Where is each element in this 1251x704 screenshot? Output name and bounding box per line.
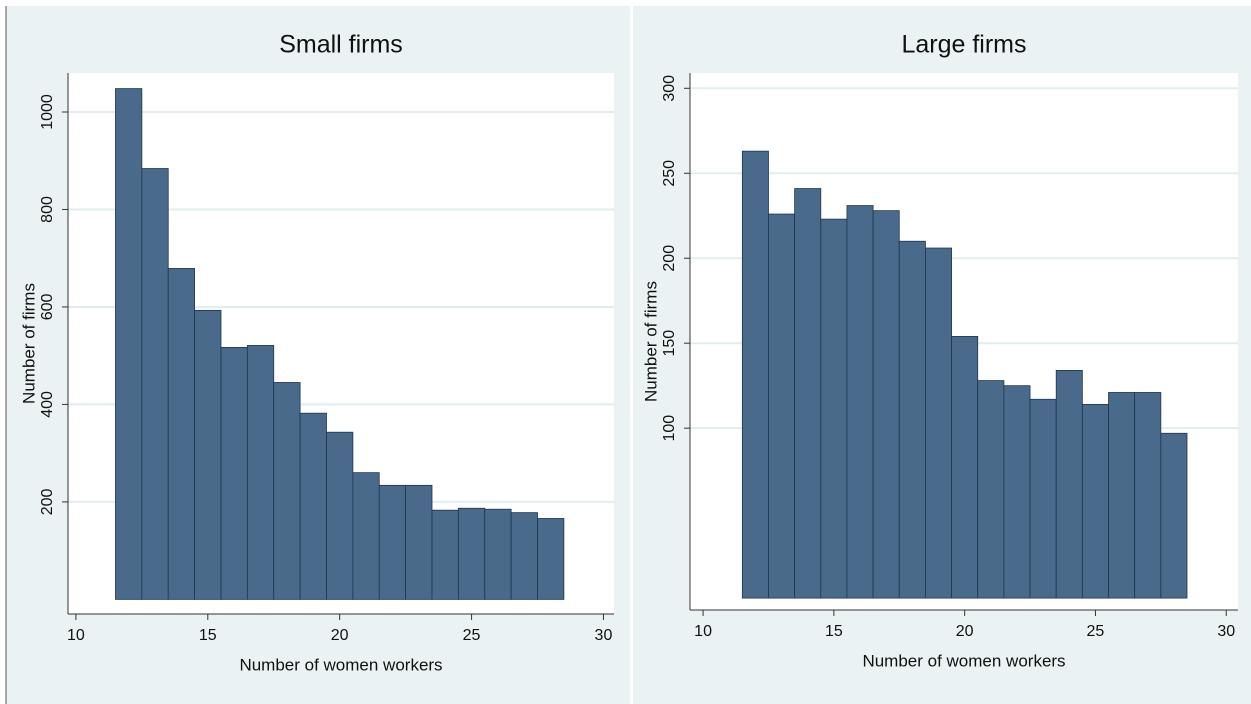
x-axis-title: Number of women workers [862, 651, 1065, 670]
bar [846, 205, 874, 599]
bar [872, 210, 900, 599]
bar [820, 218, 848, 599]
bar [326, 431, 354, 600]
bar [1108, 392, 1136, 599]
x-tick-label: 10 [67, 627, 85, 644]
bar [1055, 369, 1083, 599]
chart-title: Large firms [901, 31, 1026, 59]
y-axis-title: Number of firms [641, 281, 660, 402]
y-tick-label: 200 [661, 245, 678, 272]
x-tick-label: 25 [463, 627, 481, 644]
bar [1003, 385, 1031, 599]
bar [167, 268, 196, 600]
bar [951, 336, 979, 599]
bar [537, 518, 565, 600]
bar [1160, 432, 1188, 599]
y-tick-label: 1000 [39, 94, 56, 130]
bar [141, 168, 169, 600]
bar [378, 484, 407, 600]
bar [898, 240, 926, 599]
chart-title: Small firms [279, 31, 403, 59]
bar [741, 150, 769, 599]
bar [510, 512, 538, 600]
bar [273, 382, 301, 600]
bar [457, 507, 486, 600]
x-tick-label: 30 [595, 627, 613, 644]
y-tick-label: 250 [661, 160, 678, 187]
x-tick-label: 30 [1217, 623, 1235, 640]
bar [405, 484, 433, 600]
bar [794, 188, 822, 599]
y-axis-title: Number of firms [19, 283, 38, 404]
y-tick-label: 400 [39, 391, 56, 418]
x-axis-title: Number of women workers [239, 655, 442, 674]
y-tick-label: 600 [39, 294, 56, 321]
bar [299, 412, 327, 600]
x-tick-label: 20 [331, 627, 349, 644]
y-tick-label: 150 [661, 330, 678, 357]
bar [925, 247, 952, 599]
bar [246, 345, 275, 600]
bar [431, 509, 459, 600]
bar [977, 380, 1005, 599]
y-tick-label: 100 [661, 415, 678, 442]
bar [115, 88, 143, 600]
bar [1081, 403, 1109, 599]
x-tick-label: 15 [825, 623, 843, 640]
y-tick-label: 300 [661, 75, 678, 102]
y-tick-label: 200 [39, 488, 56, 515]
x-tick-label: 20 [956, 623, 974, 640]
x-tick-label: 25 [1087, 623, 1105, 640]
bar [768, 213, 796, 599]
bar [1029, 398, 1057, 599]
bar [194, 309, 222, 600]
bar [352, 472, 380, 600]
bar [484, 508, 512, 600]
y-tick-label: 800 [39, 196, 56, 223]
bar [1134, 392, 1162, 599]
x-tick-label: 10 [694, 623, 712, 640]
bar [220, 346, 248, 600]
x-tick-label: 15 [199, 627, 217, 644]
